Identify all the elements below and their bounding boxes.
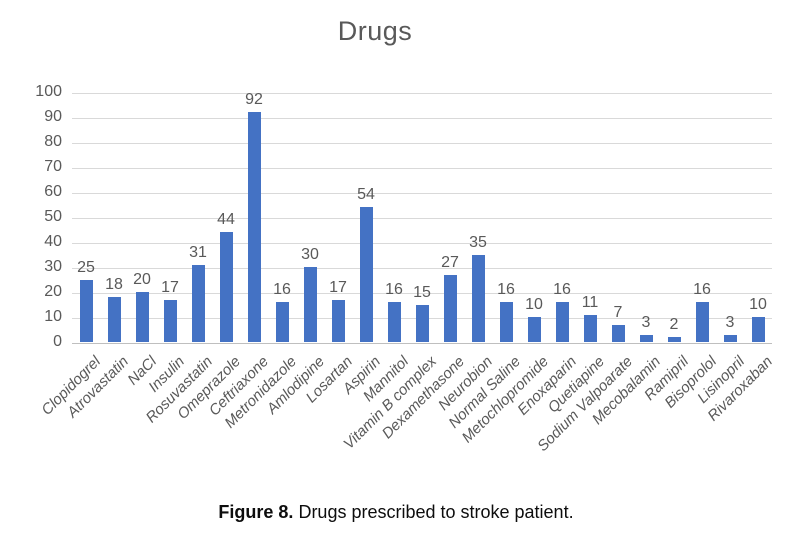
bar	[723, 334, 737, 342]
bar	[79, 279, 93, 342]
gridline	[72, 167, 772, 169]
bar	[107, 297, 121, 342]
bar-value-label: 7	[613, 303, 623, 321]
bar-value-label: 92	[245, 91, 263, 108]
bar	[471, 254, 485, 342]
bar	[695, 302, 709, 342]
bar-value-label: 16	[385, 281, 403, 298]
bar	[247, 112, 261, 342]
bar-value-label: 54	[357, 186, 375, 203]
bar-value-label: 10	[525, 296, 543, 313]
bar	[387, 302, 401, 342]
y-axis-tick-label: 90	[44, 108, 62, 125]
bar-value-label: 17	[161, 278, 179, 296]
bar	[499, 302, 513, 342]
bar-value-label: 44	[217, 211, 235, 228]
gridline	[72, 242, 772, 244]
bar	[639, 334, 653, 342]
gridline	[72, 92, 772, 94]
bar	[331, 299, 345, 342]
bar-value-label: 35	[469, 233, 487, 251]
bar-value-label: 30	[301, 246, 319, 263]
bar	[667, 337, 681, 342]
bar-value-label: 11	[581, 293, 599, 311]
y-axis-tick-label: 50	[44, 208, 62, 225]
bar	[163, 299, 177, 342]
y-axis-tick-label: 30	[44, 258, 62, 275]
bar-value-label: 17	[329, 278, 347, 296]
bar	[359, 207, 373, 342]
bar-value-label: 27	[441, 253, 459, 271]
bar	[191, 264, 205, 342]
bar-value-label: 16	[553, 281, 571, 298]
bar-value-label: 16	[693, 281, 711, 298]
gridline	[72, 192, 772, 194]
y-axis-tick-label: 100	[35, 83, 62, 100]
bar	[135, 292, 149, 342]
bar	[611, 324, 625, 342]
bar	[303, 267, 317, 342]
bar-value-label: 16	[273, 281, 291, 298]
chart-title: Drugs	[337, 16, 413, 46]
plot-area: 0 10 20 30 40 50 60 70 80 90 100 25 Clopidogrel 18 Atr…	[35, 83, 776, 455]
figure-caption: Figure 8. Drugs prescribed to stroke pat…	[0, 502, 792, 523]
bar-value-label: 25	[77, 258, 95, 276]
bar	[751, 317, 765, 342]
y-axis-tick-label: 70	[44, 158, 62, 175]
y-axis-tick-label: 20	[44, 283, 62, 300]
gridline	[72, 142, 772, 144]
bar	[555, 302, 569, 342]
y-axis-tick-label: 40	[44, 233, 62, 250]
bar	[415, 304, 429, 342]
bar	[219, 232, 233, 342]
gridline	[72, 267, 772, 269]
y-axis-tick-label: 0	[53, 333, 62, 350]
bar-value-label: 31	[189, 243, 207, 261]
bar-value-label: 2	[669, 316, 679, 333]
bar-value-label: 16	[497, 281, 515, 298]
x-axis-line	[72, 342, 772, 344]
figure-caption-text: Drugs prescribed to stroke patient.	[293, 502, 574, 522]
y-axis-tick-label: 80	[44, 133, 62, 150]
figure-caption-number: Figure 8.	[218, 502, 294, 522]
bar	[527, 317, 541, 342]
bar-value-label: 18	[105, 276, 123, 293]
bar-value-label: 10	[749, 296, 767, 313]
bar-value-label: 3	[641, 313, 651, 331]
bar	[443, 274, 457, 342]
bar-value-label: 3	[725, 313, 735, 331]
y-axis-tick-label: 10	[44, 308, 62, 325]
bar	[583, 314, 597, 342]
bar-value-label: 20	[133, 271, 151, 288]
gridline	[72, 117, 772, 119]
bar	[275, 302, 289, 342]
y-axis-tick-label: 60	[44, 183, 62, 200]
gridline	[72, 292, 772, 294]
bar-value-label: 15	[413, 283, 431, 301]
gridline	[72, 217, 772, 219]
